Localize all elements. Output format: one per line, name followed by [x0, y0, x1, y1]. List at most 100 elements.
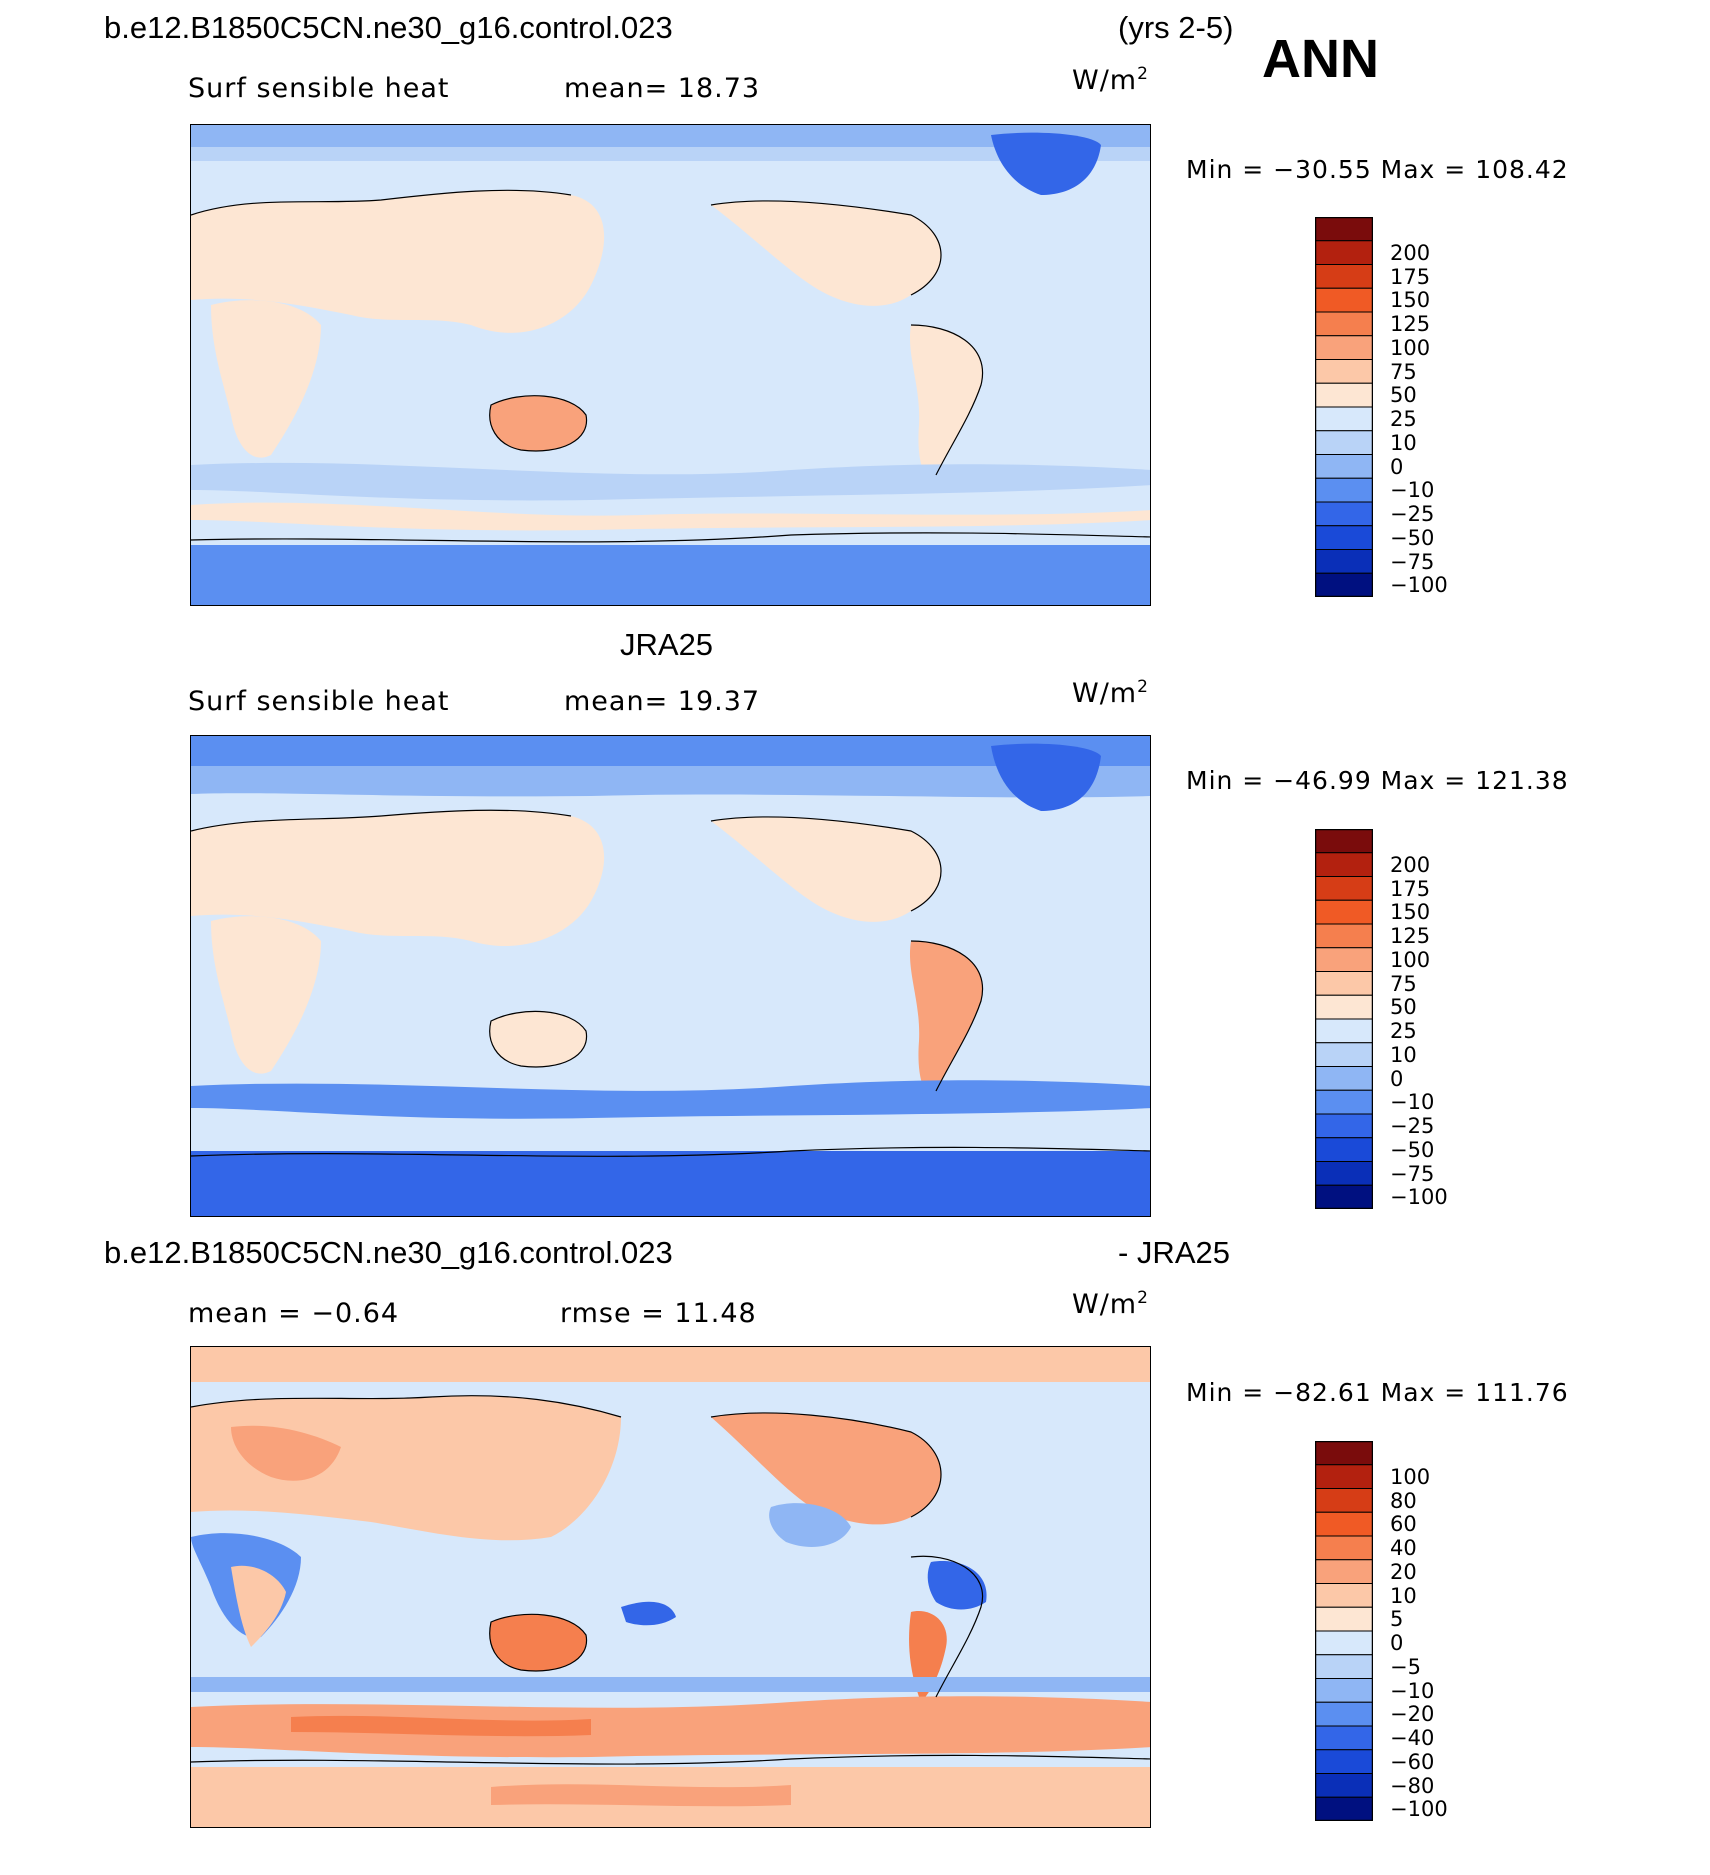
- colorbar-tick-label: −5: [1390, 1654, 1421, 1679]
- colorbar-swatch: [1315, 240, 1373, 265]
- colorbar-tick-label: −100: [1390, 573, 1448, 598]
- panel3-mean: mean = −0.64: [188, 1298, 400, 1329]
- colorbar-tick-label: 20: [1390, 1559, 1417, 1584]
- colorbar-swatch: [1315, 1630, 1373, 1656]
- colorbar-swatch: [1315, 1441, 1373, 1466]
- panel1-minmax: Min = −30.55 Max = 108.42: [1186, 155, 1569, 184]
- colorbar-swatch: [1315, 1089, 1373, 1115]
- colorbar-swatch: [1315, 1701, 1373, 1727]
- colorbar-tick-label: 75: [1390, 971, 1417, 996]
- colorbar-tick-label: 200: [1390, 852, 1431, 877]
- panel3-units: W/m2: [1072, 1288, 1149, 1320]
- colorbar-swatch: [1315, 1184, 1373, 1209]
- colorbar-tick-label: 80: [1390, 1488, 1417, 1513]
- colorbar-tick-label: −60: [1390, 1749, 1435, 1774]
- colorbar-swatch: [1315, 1796, 1373, 1821]
- colorbar-tick-label: −25: [1390, 1114, 1435, 1138]
- colorbar-tick-label: −50: [1390, 525, 1435, 550]
- colorbar-tick-label: 125: [1390, 312, 1431, 336]
- colorbar-tick-label: 25: [1390, 407, 1417, 431]
- colorbar-tick-label: 100: [1390, 947, 1431, 972]
- colorbar-outline: [1315, 829, 1373, 1209]
- colorbar-tick-label: 0: [1390, 454, 1404, 479]
- colorbar-tick-label: −20: [1390, 1702, 1435, 1727]
- colorbar-swatch: [1315, 406, 1373, 432]
- colorbar-swatch: [1315, 1488, 1373, 1513]
- colorbar-tick-label: 60: [1390, 1512, 1417, 1537]
- colorbar-swatch: [1315, 1606, 1373, 1632]
- colorbar-swatch: [1315, 311, 1373, 337]
- panel3-title-suffix: - JRA25: [1118, 1235, 1230, 1270]
- colorbar-swatch: [1315, 829, 1373, 854]
- colorbar-swatch: [1315, 947, 1373, 972]
- colorbar-swatch: [1315, 335, 1373, 360]
- colorbar-tick-label: 75: [1390, 359, 1417, 384]
- panel1-mean: mean= 18.73: [564, 73, 761, 104]
- colorbar-swatch: [1315, 1042, 1373, 1067]
- colorbar-tick-label: −75: [1390, 549, 1435, 574]
- colorbar-tick-label: −100: [1390, 1797, 1448, 1822]
- colorbar-tick-label: −50: [1390, 1137, 1435, 1162]
- colorbar-swatch: [1315, 852, 1373, 877]
- colorbar-swatch: [1315, 264, 1373, 289]
- colorbar-swatch: [1315, 454, 1373, 479]
- panel1-units: W/m2: [1072, 64, 1149, 96]
- panel2-units: W/m2: [1072, 677, 1149, 709]
- colorbar-swatch: [1315, 477, 1373, 503]
- colorbar-swatch: [1315, 1535, 1373, 1561]
- colorbar-swatch: [1315, 1137, 1373, 1162]
- panel2-minmax: Min = −46.99 Max = 121.38: [1186, 766, 1569, 795]
- colorbar-outline: [1315, 1441, 1373, 1821]
- panel3-rmse: rmse = 11.48: [560, 1298, 757, 1329]
- colorbar-swatch: [1315, 525, 1373, 550]
- colorbar-swatch: [1315, 359, 1373, 384]
- panel1-variable: Surf sensible heat: [188, 73, 450, 104]
- colorbar-swatch: [1315, 1583, 1373, 1608]
- colorbar-swatch: [1315, 1511, 1373, 1537]
- panel3-title: b.e12.B1850C5CN.ne30_g16.control.023: [104, 1235, 673, 1270]
- panel1-colorbar: [1315, 217, 1373, 597]
- panel2-title: JRA25: [620, 627, 714, 662]
- colorbar-tick-label: 150: [1390, 288, 1431, 313]
- colorbar-tick-label: 200: [1390, 240, 1431, 265]
- colorbar-tick-label: 10: [1390, 430, 1417, 455]
- colorbar-swatch: [1315, 382, 1373, 408]
- panel2-mean: mean= 19.37: [564, 686, 761, 717]
- colorbar-swatch: [1315, 1161, 1373, 1186]
- colorbar-swatch: [1315, 1678, 1373, 1703]
- colorbar-tick-label: −25: [1390, 502, 1435, 526]
- colorbar-swatch: [1315, 287, 1373, 313]
- years-label: (yrs 2-5): [1118, 10, 1234, 45]
- colorbar-outline: [1315, 217, 1373, 597]
- colorbar-swatch: [1315, 1749, 1373, 1774]
- colorbar-tick-label: −100: [1390, 1185, 1448, 1210]
- colorbar-tick-label: 40: [1390, 1536, 1417, 1560]
- season-label: ANN: [1262, 29, 1379, 89]
- colorbar-tick-label: 0: [1390, 1066, 1404, 1091]
- colorbar-tick-label: 100: [1390, 335, 1431, 360]
- panel2-map: [190, 735, 1151, 1217]
- colorbar-tick-label: 10: [1390, 1042, 1417, 1067]
- colorbar-tick-label: −10: [1390, 1678, 1435, 1703]
- colorbar-tick-label: 150: [1390, 900, 1431, 925]
- case-title: b.e12.B1850C5CN.ne30_g16.control.023: [104, 10, 673, 45]
- colorbar-swatch: [1315, 923, 1373, 949]
- colorbar-tick-label: 100: [1390, 1464, 1431, 1489]
- colorbar-swatch: [1315, 994, 1373, 1020]
- panel2-colorbar: [1315, 829, 1373, 1209]
- colorbar-tick-label: 50: [1390, 995, 1417, 1020]
- panel2-variable: Surf sensible heat: [188, 686, 450, 717]
- colorbar-tick-label: −40: [1390, 1726, 1435, 1750]
- colorbar-tick-label: −75: [1390, 1161, 1435, 1186]
- colorbar-swatch: [1315, 1066, 1373, 1091]
- colorbar-swatch: [1315, 876, 1373, 901]
- colorbar-swatch: [1315, 1559, 1373, 1584]
- colorbar-swatch: [1315, 971, 1373, 996]
- colorbar-tick-label: 0: [1390, 1631, 1404, 1655]
- colorbar-tick-label: −10: [1390, 478, 1435, 503]
- colorbar-tick-label: 5: [1390, 1607, 1404, 1632]
- colorbar-tick-label: 50: [1390, 383, 1417, 408]
- colorbar-tick-label: 175: [1390, 876, 1431, 901]
- colorbar-tick-label: 10: [1390, 1583, 1417, 1608]
- colorbar-swatch: [1315, 549, 1373, 574]
